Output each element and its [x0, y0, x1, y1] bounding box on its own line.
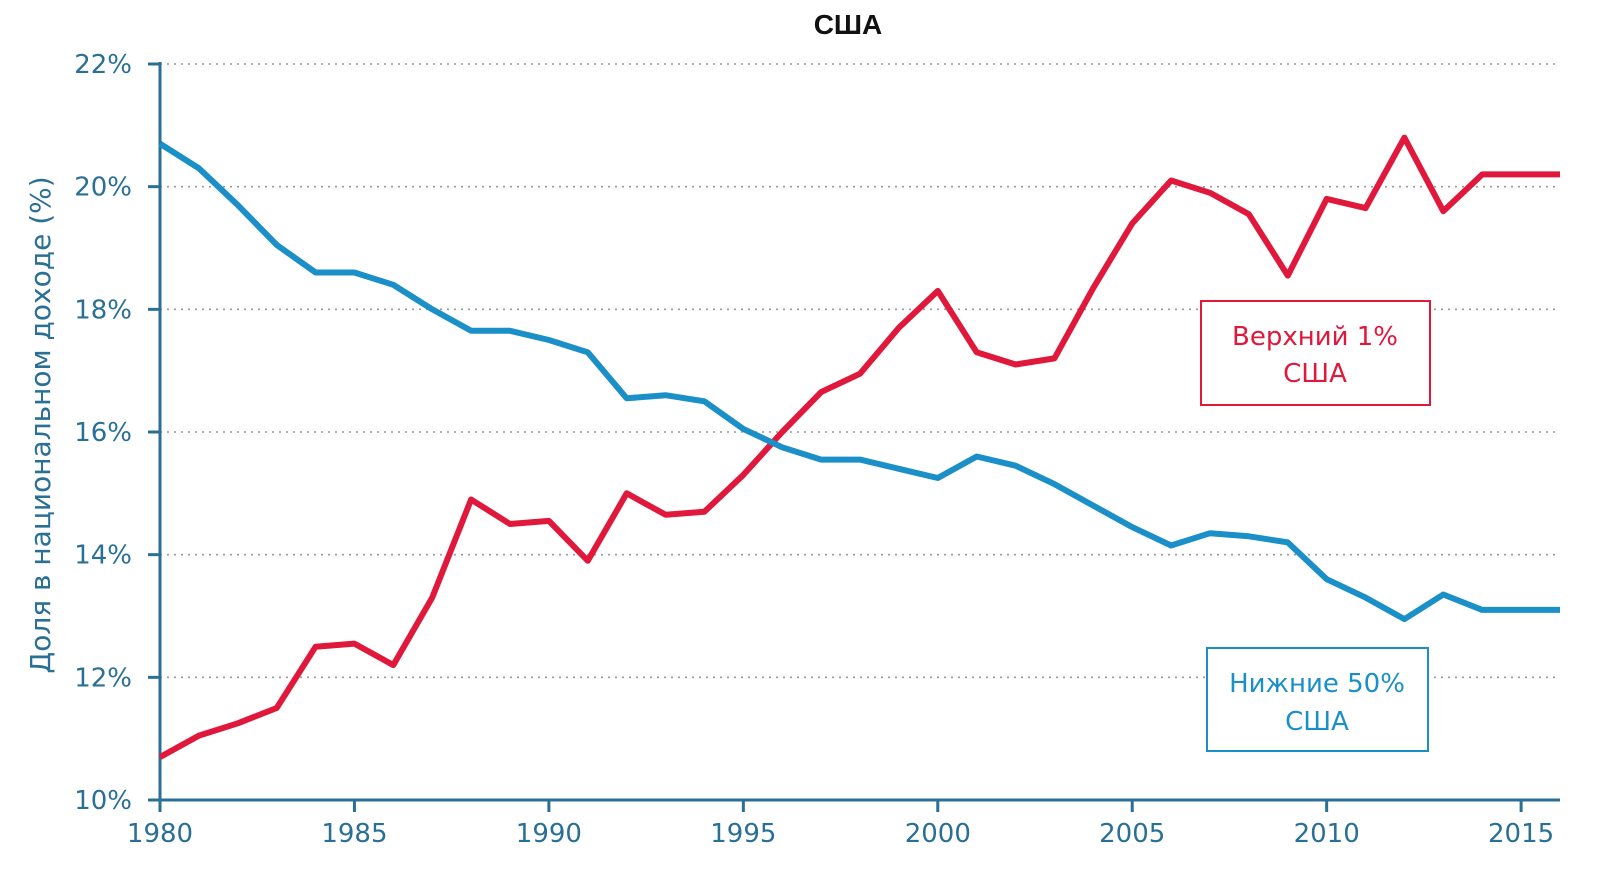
x-tick-label: 1980 [127, 819, 193, 849]
y-tick-label: 10% [74, 786, 132, 816]
x-tick-label: 2015 [1488, 819, 1554, 849]
series-line-bottom50 [158, 141, 1560, 623]
series-label-bottom50: Нижние 50% США [1206, 647, 1429, 752]
y-tick-label: 22% [74, 50, 132, 80]
x-tick-label: 1995 [710, 819, 776, 849]
series-label-bottom50-line1: Нижние 50% [1229, 669, 1405, 699]
chart-title: США [814, 9, 883, 40]
series-label-top1-line2: США [1283, 359, 1347, 389]
series-label-top1: Верхний 1% США [1200, 300, 1431, 406]
x-tick-label: 2010 [1294, 819, 1360, 849]
x-tick-label: 1985 [321, 819, 387, 849]
series-lines [158, 134, 1560, 760]
y-tick-label: 20% [74, 173, 132, 203]
x-tick-label: 2005 [1099, 819, 1165, 849]
grid-lines [160, 63, 1560, 679]
y-tick-labels: 10% 12% 14% 16% 18% 20% 22% [74, 50, 160, 816]
x-tick-label: 2000 [905, 819, 971, 849]
series-label-top1-line1: Верхний 1% [1232, 322, 1398, 352]
y-tick-label: 16% [74, 418, 132, 448]
series-label-bottom50-line2: США [1285, 707, 1349, 737]
series-line-top1 [158, 134, 1560, 760]
y-tick-label: 14% [74, 541, 132, 571]
y-axis-label: Доля в национальном доходе (%) [24, 176, 57, 673]
y-tick-label: 12% [74, 663, 132, 693]
x-tick-labels: 1980 1985 1990 1995 2000 2005 2010 2015 [127, 800, 1554, 849]
series-label-bottom50-box [1206, 647, 1429, 752]
y-tick-label: 18% [74, 295, 132, 325]
x-tick-label: 1990 [516, 819, 582, 849]
series-label-top1-box [1200, 300, 1431, 406]
